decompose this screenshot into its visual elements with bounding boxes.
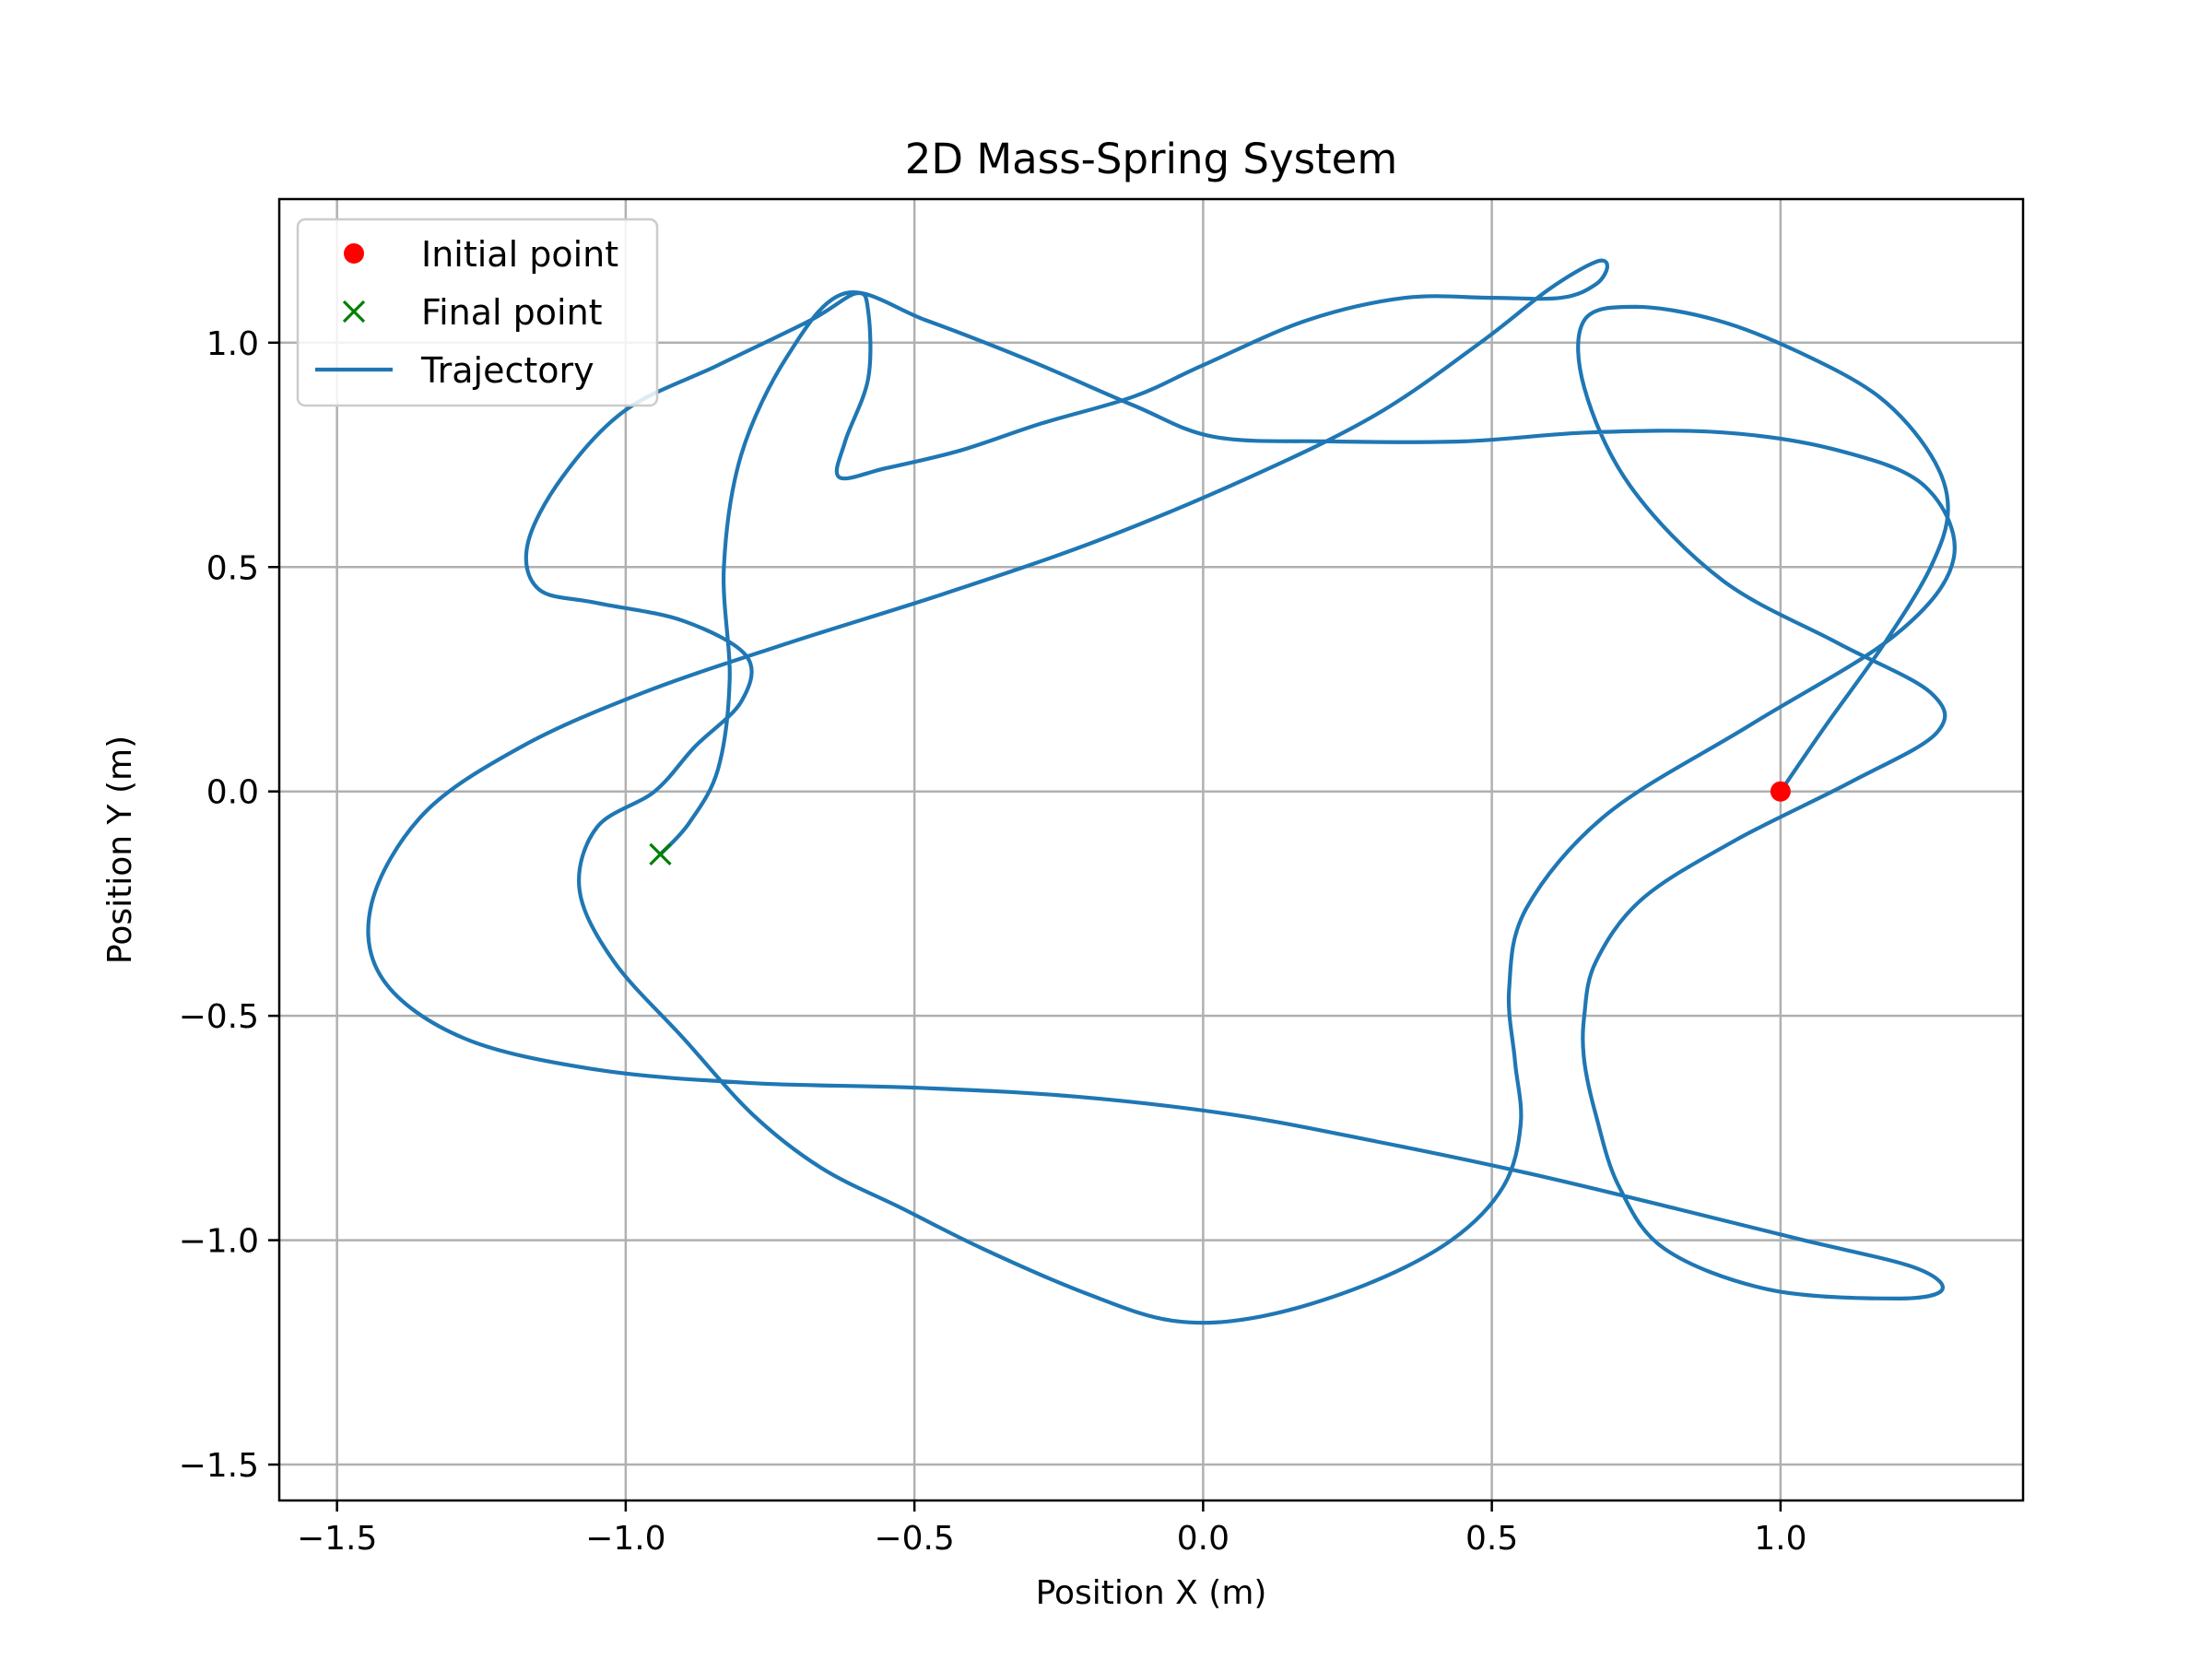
grid-layer	[279, 199, 2023, 1500]
initial-point-marker	[1770, 781, 1791, 802]
legend-label: Trajectory	[420, 350, 594, 391]
chart-title: 2D Mass-Spring System	[905, 135, 1397, 183]
legend: Initial point Final point Trajectory	[296, 218, 659, 407]
legend-box	[296, 218, 659, 407]
plot-frame	[277, 197, 2025, 1502]
y-tick-label: −0.5	[179, 998, 259, 1036]
tick-layer: −1.5 −1.0 −0.5 0.0 0.5 1.0 −1.5 −1.0 −0.5 0.0 0.5 1…	[179, 325, 1807, 1558]
x-tick-label: −1.5	[297, 1520, 377, 1558]
x-tick-label: 0.5	[1465, 1520, 1518, 1558]
y-tick-label: −1.5	[179, 1447, 259, 1485]
legend-initial-point-icon	[344, 243, 364, 264]
legend-label: Initial point	[421, 234, 618, 275]
y-axis-label: Position Y (m)	[101, 735, 139, 964]
y-tick-label: 0.5	[206, 549, 259, 587]
x-tick-label: 1.0	[1754, 1520, 1806, 1558]
final-point-marker	[649, 842, 672, 866]
legend-final-point-icon	[342, 300, 366, 324]
y-tick-label: −1.0	[179, 1223, 259, 1261]
legend-label: Final point	[421, 292, 603, 333]
trajectory-line	[366, 258, 1957, 1325]
x-tick-label: 0.0	[1177, 1520, 1230, 1558]
y-tick-label: 0.0	[206, 774, 259, 812]
plot-layer	[366, 258, 1957, 1325]
x-tick-label: −1.0	[585, 1520, 665, 1558]
x-tick-label: −0.5	[874, 1520, 954, 1558]
y-tick-label: 1.0	[206, 325, 259, 363]
x-axis-label: Position X (m)	[1036, 1574, 1267, 1612]
